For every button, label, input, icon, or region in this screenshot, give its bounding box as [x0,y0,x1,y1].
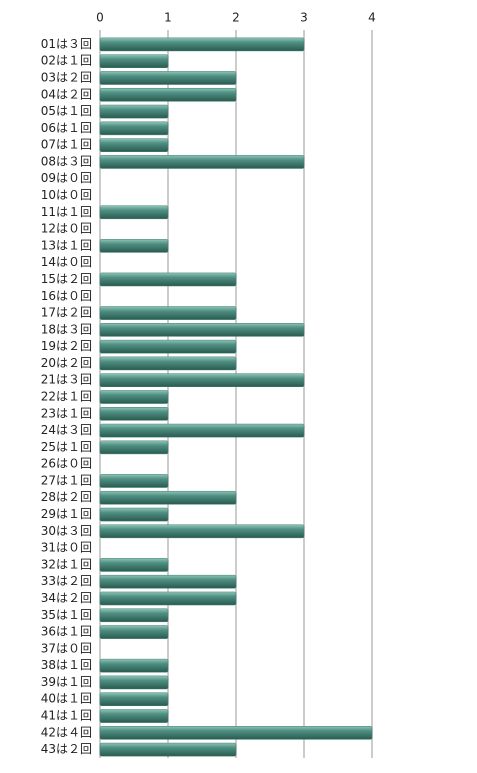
x-tick-label: 3 [300,11,308,25]
bar [99,339,237,354]
bar [99,272,237,287]
y-tick-label: 21は３回 [41,373,92,387]
y-tick-label: 33は２回 [41,574,92,588]
bar [99,356,237,371]
y-tick-label: 20は２回 [41,356,92,370]
bar [99,373,305,388]
y-tick-label: 17は２回 [41,306,92,320]
y-tick-label: 37は０回 [41,641,92,655]
bar [99,406,169,421]
y-tick-label: 15は２回 [41,272,92,286]
y-tick-label: 14は０回 [41,255,92,269]
bar [99,675,169,690]
y-tick-label: 23は１回 [41,406,92,420]
y-tick-label: 10は０回 [41,188,92,202]
y-tick-label: 29は１回 [41,507,92,521]
bar [99,205,169,220]
bar [99,507,169,522]
bar [99,440,169,455]
bar [99,742,237,757]
x-tick-label: 0 [96,11,104,25]
bar [99,390,169,404]
bar [99,87,237,102]
y-tick-label: 39は１回 [41,675,92,689]
y-tick-label: 18は３回 [41,322,92,336]
bar [99,574,237,589]
bar [99,239,169,253]
bar [99,423,305,438]
bar [99,71,237,85]
bar [99,658,169,673]
bar [99,474,169,488]
y-tick-label: 22は１回 [41,390,92,404]
y-tick-label: 28は２回 [41,490,92,504]
bar [99,726,373,740]
y-tick-label: 05は１回 [41,104,92,118]
y-tick-label: 12は０回 [41,222,92,236]
y-tick-label: 38は１回 [41,658,92,672]
y-tick-label: 03は２回 [41,70,92,84]
y-tick-label: 16は０回 [41,289,92,303]
x-tick-label: 2 [232,11,240,25]
y-tick-label: 32は１回 [41,557,92,571]
bar [99,54,169,68]
y-tick-label: 13は１回 [41,238,92,252]
y-tick-label: 02は１回 [41,54,92,68]
y-tick-label: 34は２回 [41,591,92,605]
bar [99,121,169,136]
y-tick-label: 24は３回 [41,423,92,437]
bar [99,37,305,52]
y-tick-label: 30は３回 [41,524,92,538]
y-tick-label: 09は０回 [41,171,92,185]
x-tick-label: 1 [164,11,172,25]
y-tick-label: 01は３回 [41,37,92,51]
bar [99,591,237,606]
y-tick-label: 07は１回 [41,138,92,152]
y-tick-label: 06は１回 [41,121,92,135]
y-tick-label: 42は４回 [41,725,92,739]
y-tick-label: 04は２回 [41,87,92,101]
bar [99,558,169,572]
bar [99,608,169,623]
bar [99,692,169,707]
y-tick-label: 19は２回 [41,339,92,353]
bar [99,323,305,337]
bar [99,709,169,723]
x-tick-label: 4 [368,11,376,25]
bar [99,155,305,169]
y-tick-label: 40は１回 [41,692,92,706]
bar [99,138,169,152]
y-tick-label: 08は３回 [41,154,92,168]
y-tick-label: 41は１回 [41,709,92,723]
bar [99,490,237,505]
bar [99,104,169,119]
bar [99,625,169,639]
y-tick-label: 36は１回 [41,625,92,639]
y-tick-label: 43は２回 [41,742,92,756]
bar [99,306,237,320]
y-tick-label: 27は１回 [41,473,92,487]
y-tick-label: 25は１回 [41,440,92,454]
bar [99,524,305,539]
y-tick-label: 31は０回 [41,541,92,555]
y-tick-label: 35は１回 [41,608,92,622]
y-tick-label: 11は１回 [41,205,92,219]
y-tick-label: 26は０回 [41,457,92,471]
